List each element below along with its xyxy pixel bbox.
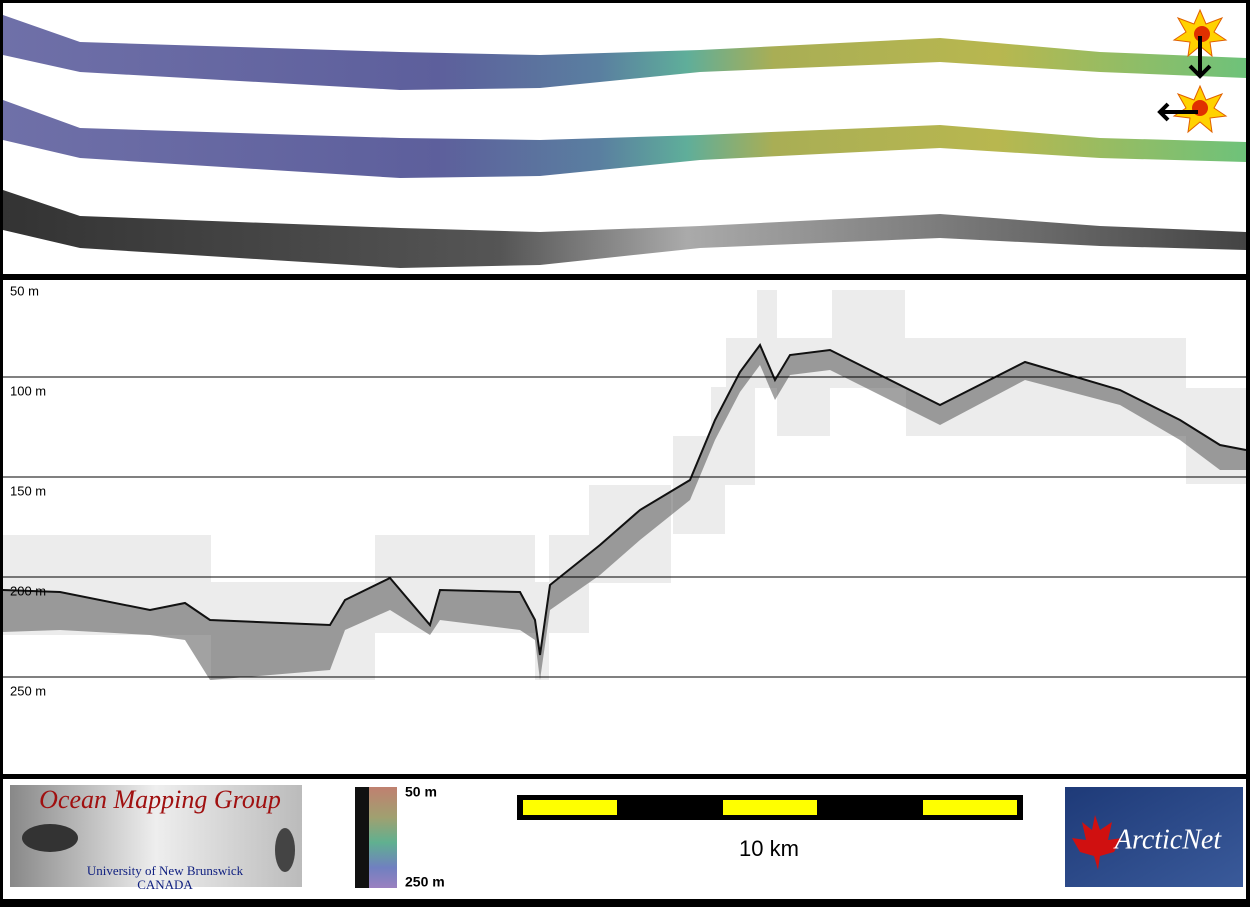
depth-label: 50 m (10, 283, 39, 298)
depth-label: 100 m (10, 383, 46, 398)
depth-axis: 50 m 100 m 150 m 200 m 250 m (3, 283, 1246, 698)
bathymetry-strip (3, 100, 1246, 178)
sun-icon (1172, 8, 1228, 79)
depth-label: 250 m (10, 683, 46, 698)
backscatter-strip (3, 190, 1246, 268)
logo-graphic (22, 824, 78, 852)
seabed-line (2, 343, 1247, 656)
scale-bar-segment (923, 800, 1017, 815)
color-scale-top: 50 m (405, 784, 437, 800)
depth-label: 200 m (10, 583, 46, 598)
color-scale-shade (355, 787, 369, 888)
sun-icon (1157, 84, 1228, 134)
color-scale-bottom: 250 m (405, 874, 445, 890)
bathymetry-strip (3, 15, 1246, 90)
logo-graphic (275, 828, 295, 872)
arcticnet-text: ArcticNet (1113, 824, 1222, 855)
scale-bar-label: 10 km (739, 836, 799, 861)
scale-bar-segment (523, 800, 617, 815)
scale-bar-segment (723, 800, 817, 815)
omg-title: Ocean Mapping Group (39, 785, 281, 814)
omg-university: University of New Brunswick (87, 863, 244, 878)
depth-label: 150 m (10, 483, 46, 498)
omg-country: CANADA (137, 877, 193, 892)
maple-leaf (1072, 815, 1122, 870)
